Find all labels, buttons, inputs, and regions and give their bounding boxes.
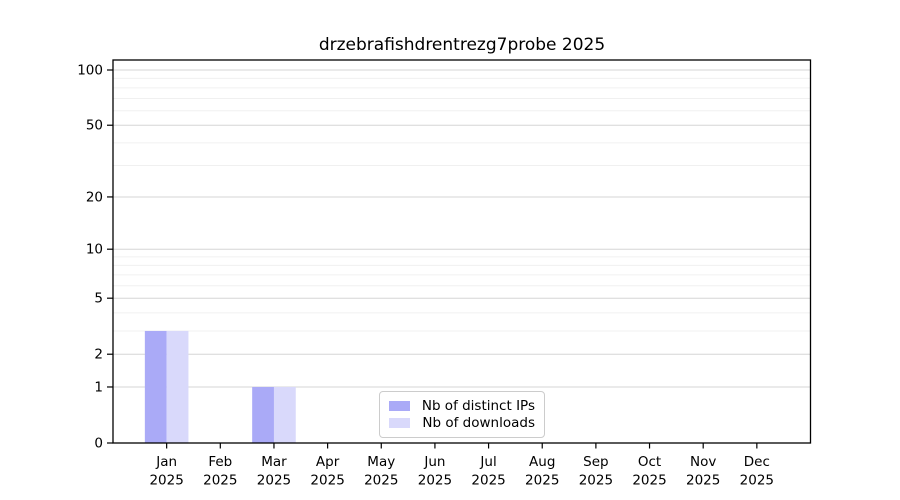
x-tick-label-year: 2025: [364, 473, 398, 489]
x-tick-label-year: 2025: [740, 473, 774, 489]
legend-swatch: [389, 418, 411, 429]
legend-swatch: [389, 400, 410, 411]
x-tick-label-year: 2025: [525, 473, 559, 489]
x-tick-label-year: 2025: [418, 473, 452, 489]
y-tick-label: 1: [94, 379, 103, 395]
x-tick-label-month: Jan: [155, 454, 177, 470]
x-tick-label-month: Sep: [583, 454, 608, 470]
bar-distinct-ips-jan: [144, 330, 167, 443]
x-tick-label-month: Jul: [479, 454, 496, 470]
x-tick-label-month: Jun: [423, 454, 445, 470]
legend-label: Nb of distinct IPs: [421, 397, 535, 414]
y-tick-label: 20: [86, 189, 103, 205]
x-tick-label-month: Apr: [316, 454, 340, 470]
x-tick-label-month: Aug: [529, 454, 555, 470]
x-tick-label-year: 2025: [471, 473, 505, 489]
x-tick-label-month: Oct: [638, 454, 661, 470]
x-tick-label-month: Dec: [744, 454, 770, 470]
y-tick-label: 0: [94, 436, 103, 452]
x-tick-label-month: Nov: [690, 454, 716, 470]
bar-downloads-mar: [273, 386, 296, 443]
y-tick-label: 50: [86, 118, 103, 134]
x-tick-label-month: Feb: [208, 454, 232, 470]
y-tick-label: 5: [94, 291, 103, 307]
x-tick-label-year: 2025: [686, 473, 720, 489]
y-tick-label: 10: [86, 242, 103, 258]
bar-distinct-ips-mar: [252, 386, 274, 443]
chart-title: drzebrafishdrentrezg7probe 2025: [318, 35, 606, 55]
x-tick-label-year: 2025: [257, 473, 291, 489]
x-tick-label-year: 2025: [579, 473, 613, 489]
x-tick-label-year: 2025: [149, 473, 183, 489]
x-tick-label-month: May: [367, 454, 395, 470]
x-tick-label-year: 2025: [632, 473, 666, 489]
bar-downloads-jan: [166, 330, 189, 443]
legend: Nb of distinct IPs Nb of downloads: [379, 391, 545, 438]
legend-item: Nb of distinct IPs: [389, 397, 535, 415]
legend-label: Nb of downloads: [422, 415, 535, 432]
legend-item: Nb of downloads: [389, 415, 535, 433]
y-tick-label: 2: [94, 347, 103, 363]
x-tick-label-year: 2025: [310, 473, 344, 489]
x-tick-label-year: 2025: [203, 473, 237, 489]
y-tick-label: 100: [77, 63, 103, 79]
plot-border: [112, 59, 812, 444]
x-tick-label-month: Mar: [261, 454, 287, 470]
